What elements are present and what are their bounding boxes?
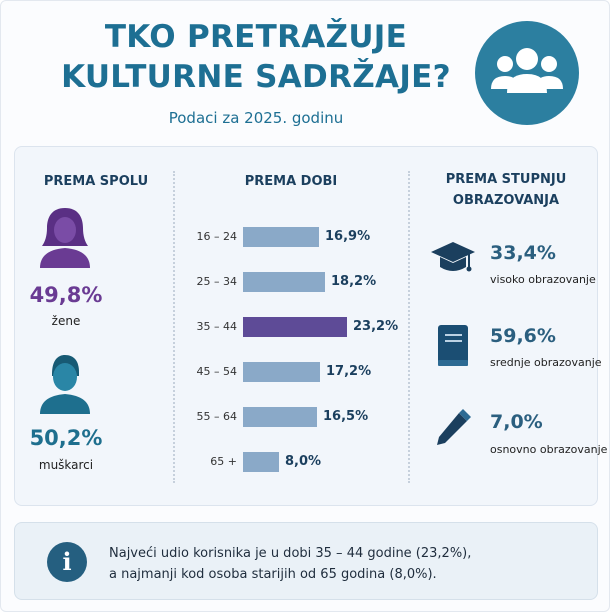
- column-divider: [408, 171, 410, 483]
- age-category-label: 65 +: [210, 455, 237, 468]
- age-bar-value: 8,0%: [285, 454, 322, 469]
- higher-education-label: visoko obrazovanje: [490, 273, 596, 286]
- age-category-label: 16 – 24: [196, 230, 238, 243]
- info-line-1: Najveći udio korisnika je u dobi 35 – 44…: [109, 546, 472, 561]
- gender-heading: PREMA SPOLU: [43, 174, 149, 189]
- secondary-education-label: srednje obrazovanje: [490, 356, 602, 369]
- info-text: Najveći udio korisnika je u dobi 35 – 44…: [109, 543, 579, 585]
- age-category-label: 45 – 54: [196, 365, 238, 378]
- age-bar: [243, 407, 317, 427]
- age-bar: [243, 317, 347, 337]
- age-category-label: 55 – 64: [196, 410, 238, 423]
- info-box: [14, 522, 598, 600]
- education-heading-line-1: PREMA STUPNJU: [445, 172, 567, 187]
- age-bar-value: 23,2%: [353, 319, 399, 334]
- page-subtitle: Podaci za 2025. godinu: [168, 109, 344, 127]
- info-icon: i: [47, 542, 87, 582]
- age-bar: [243, 227, 319, 247]
- female-label: žene: [51, 314, 81, 328]
- education-heading: PREMA STUPNJU OBRAZOVANJA: [416, 169, 596, 211]
- education-heading-line-2: OBRAZOVANJA: [452, 193, 560, 208]
- higher-education-value: 33,4%: [490, 242, 556, 264]
- age-bar-value: 16,5%: [323, 409, 369, 424]
- page-title: TKO PRETRAŽUJE KULTURNE SADRŽAJE?: [61, 17, 451, 97]
- female-icon: [36, 206, 94, 268]
- title-line-2: KULTURNE SADRŽAJE?: [61, 59, 451, 95]
- title-line-1: TKO PRETRAŽUJE: [104, 19, 408, 55]
- age-bar: [243, 362, 320, 382]
- primary-education-value: 7,0%: [490, 411, 543, 433]
- age-bar: [243, 272, 325, 292]
- age-bar-value: 18,2%: [331, 274, 377, 289]
- book-icon: [435, 323, 471, 369]
- pencil-icon: [433, 409, 471, 449]
- column-divider: [173, 171, 175, 483]
- male-icon: [36, 352, 94, 414]
- users-group-icon: [475, 21, 579, 125]
- female-percentage: 49,8%: [29, 283, 103, 307]
- age-bar-value: 16,9%: [325, 229, 371, 244]
- graduation-cap-icon: [429, 238, 477, 278]
- age-bar: [243, 452, 279, 472]
- male-percentage: 50,2%: [29, 426, 103, 450]
- primary-education-label: osnovno obrazovanje: [490, 443, 608, 456]
- age-category-label: 35 – 44: [196, 320, 238, 333]
- male-label: muškarci: [38, 458, 94, 472]
- secondary-education-value: 59,6%: [490, 325, 556, 347]
- age-category-label: 25 – 34: [196, 275, 238, 288]
- age-heading: PREMA DOBI: [244, 174, 338, 189]
- age-bar-value: 17,2%: [326, 364, 372, 379]
- info-line-2: a najmanji kod osoba starijih od 65 godi…: [109, 567, 437, 582]
